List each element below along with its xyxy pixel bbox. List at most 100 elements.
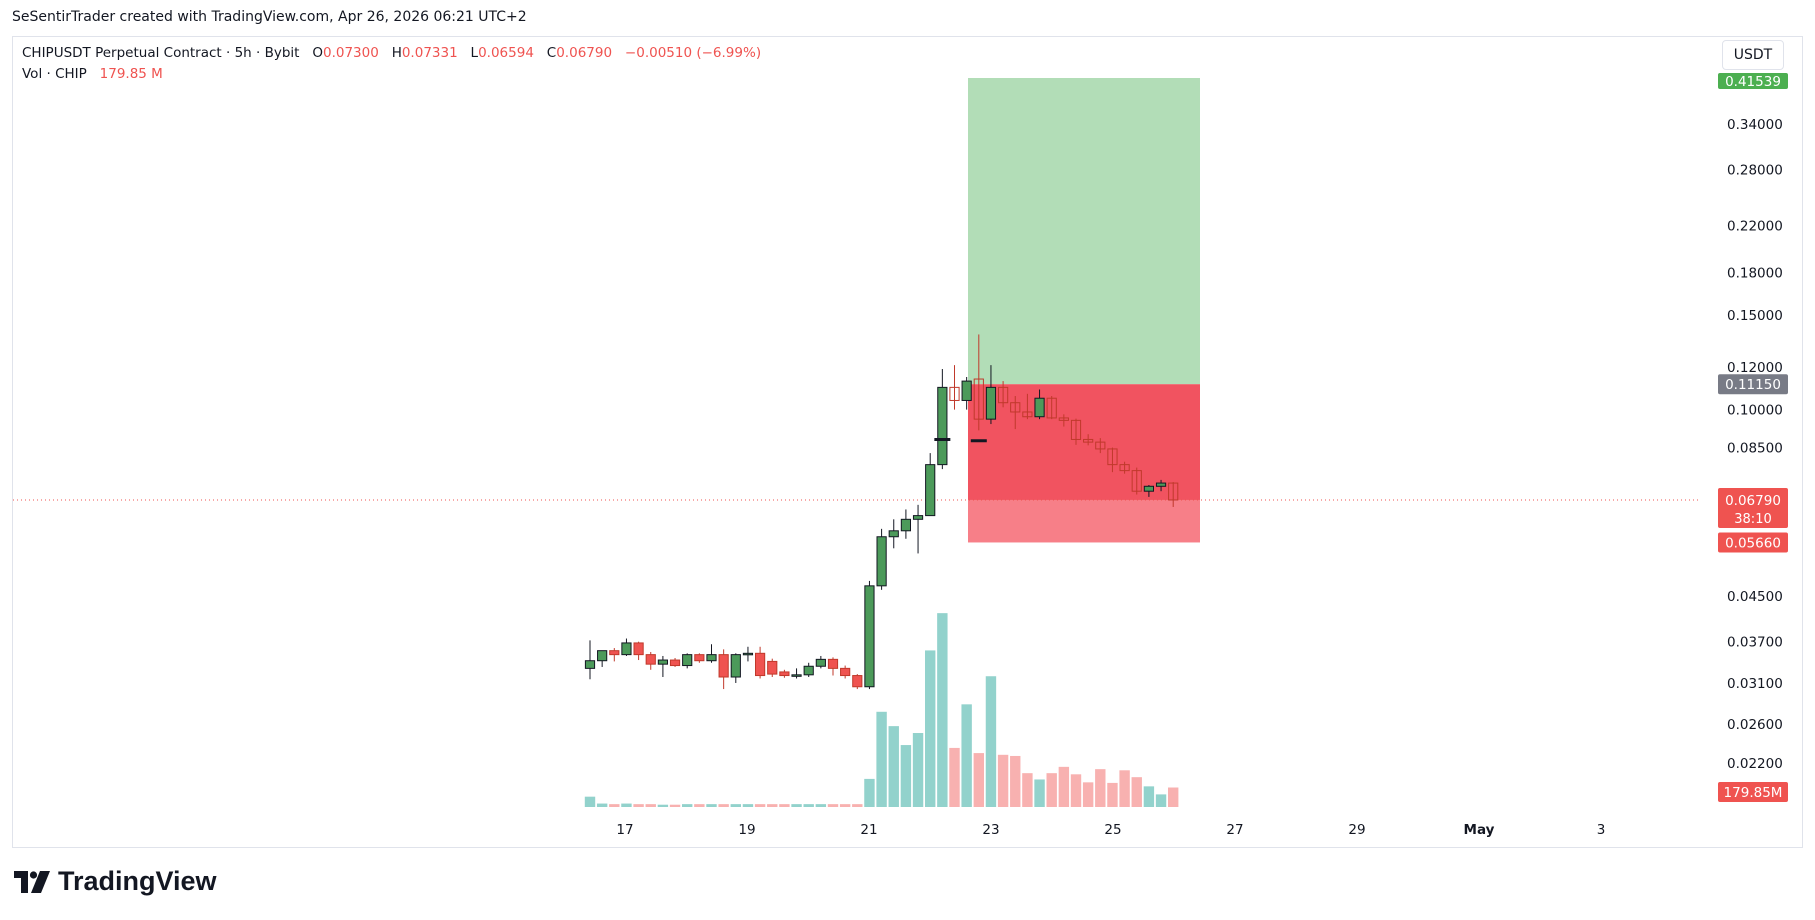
- volume-bar: [1022, 773, 1033, 807]
- candle-body: [1095, 441, 1106, 450]
- candle-body: [1083, 438, 1094, 443]
- volume-bar: [645, 804, 656, 807]
- volume-bar: [912, 733, 924, 807]
- candle-body: [803, 665, 814, 676]
- candle-body: [925, 464, 936, 517]
- countdown-tag: 38:10: [1734, 512, 1771, 527]
- volume-bar: [876, 711, 887, 807]
- volume-bar: [609, 804, 620, 807]
- target-price-tag: 0.41539: [1725, 74, 1781, 90]
- candle-body: [949, 386, 960, 401]
- low-value: 0.06594: [478, 45, 534, 61]
- symbol-title[interactable]: CHIPUSDT Perpetual Contract · 5h · Bybit: [22, 45, 300, 61]
- volume-bar: [730, 804, 741, 807]
- price-tick-label: 0.02600: [1727, 717, 1783, 733]
- volume-bar: [584, 796, 596, 807]
- ohlc-legend: CHIPUSDT Perpetual Contract · 5h · Bybit…: [22, 45, 761, 61]
- candle-body: [1058, 417, 1069, 421]
- volume-bar: [718, 804, 729, 807]
- time-tick-label: May: [1464, 822, 1495, 838]
- price-tick-label: 0.03100: [1727, 676, 1783, 692]
- time-tick-label: 27: [1226, 822, 1243, 838]
- candle-body: [840, 667, 851, 677]
- candle-body: [1046, 397, 1057, 419]
- volume-bar: [1143, 786, 1155, 807]
- volume-tag: 179.85M: [1724, 785, 1783, 801]
- time-tick-label: 29: [1348, 822, 1365, 838]
- candle-body: [1155, 482, 1167, 487]
- candle-body: [1010, 402, 1021, 413]
- price-tags: 0.41539 0.11150 0.06790 38:10 0.05660 179.85M: [1718, 73, 1788, 802]
- volume-label[interactable]: Vol · CHIP: [22, 66, 87, 82]
- candle-body: [633, 642, 644, 656]
- candle-body: [864, 585, 875, 688]
- chart-credit: SeSentirTrader created with TradingView.…: [12, 9, 527, 25]
- volume-bar: [827, 804, 839, 807]
- candle-body: [645, 654, 656, 665]
- open-label: O: [312, 45, 323, 61]
- candle-body: [1034, 397, 1045, 418]
- candle-body: [657, 659, 668, 665]
- volume-bar: [1119, 770, 1130, 807]
- entry-price-tag-bg: [1718, 374, 1788, 395]
- target-price-tag-bg: [1718, 73, 1788, 89]
- entry-price-tag: 0.11150: [1725, 377, 1781, 393]
- candle-body: [669, 659, 681, 667]
- candle-body: [597, 650, 608, 662]
- volume-bar: [1046, 773, 1057, 807]
- candle-body: [1168, 482, 1179, 501]
- low-label: L: [470, 45, 479, 61]
- price-axis[interactable]: 0.34000 0.28000 0.22000 0.18000 0.15000 0.120…: [1727, 117, 1783, 772]
- price-tick-label: 0.34000: [1727, 117, 1783, 133]
- candle-body: [876, 536, 887, 587]
- high-value: 0.07331: [401, 45, 458, 61]
- price-tick-label: 0.10000: [1727, 403, 1783, 419]
- currency-button[interactable]: USDT: [1722, 40, 1784, 70]
- price-tick-label: 0.12000: [1727, 360, 1783, 376]
- close-label: C: [546, 45, 557, 61]
- volume-bar: [803, 804, 814, 807]
- volume-bar: [1168, 787, 1179, 807]
- stop-price-tag: 0.05660: [1725, 535, 1781, 551]
- candle-body: [937, 386, 948, 466]
- volume-bar: [767, 804, 778, 807]
- volume-bar: [706, 804, 717, 807]
- open-value: 0.07300: [322, 45, 379, 61]
- volume-bar: [961, 704, 972, 807]
- time-tick-label: 23: [982, 822, 999, 838]
- candle-body: [961, 380, 972, 401]
- candle-body: [742, 652, 754, 656]
- tradingview-logo-icon: [14, 870, 50, 893]
- brand-name: TradingView: [58, 866, 217, 896]
- price-tick-label: 0.22000: [1727, 219, 1783, 235]
- volume-bar: [1131, 777, 1142, 807]
- last-price-tag: 0.06790: [1725, 493, 1781, 509]
- candle-body: [791, 674, 802, 677]
- volume-bar: [864, 778, 875, 807]
- price-tick-label: 0.03700: [1727, 635, 1783, 651]
- volume-bar: [657, 804, 669, 807]
- tradingview-logo[interactable]: TradingView: [14, 866, 217, 897]
- volume-bar: [839, 804, 851, 807]
- candle-body: [852, 675, 863, 688]
- candle-body: [1107, 448, 1118, 466]
- volume-bar: [742, 804, 754, 807]
- volume-bar: [1010, 755, 1021, 807]
- profit-zone: [968, 78, 1200, 385]
- candle-body: [888, 530, 899, 538]
- volume-bar: [888, 726, 899, 807]
- volume-tag-bg: [1718, 782, 1788, 802]
- candle-body: [767, 660, 778, 675]
- candle-body: [815, 658, 826, 667]
- candle-body: [779, 671, 790, 677]
- candle-body: [1143, 485, 1155, 492]
- candle-body: [1022, 411, 1033, 418]
- time-axis[interactable]: 17 19 21 23 25 27 29 May 3: [616, 822, 1605, 838]
- candle-body: [973, 378, 984, 420]
- price-tick-label: 0.28000: [1727, 162, 1783, 178]
- volume-bar: [1107, 782, 1118, 807]
- volume-bar: [633, 804, 644, 807]
- volume-bar: [694, 804, 705, 807]
- candles: [584, 334, 1179, 690]
